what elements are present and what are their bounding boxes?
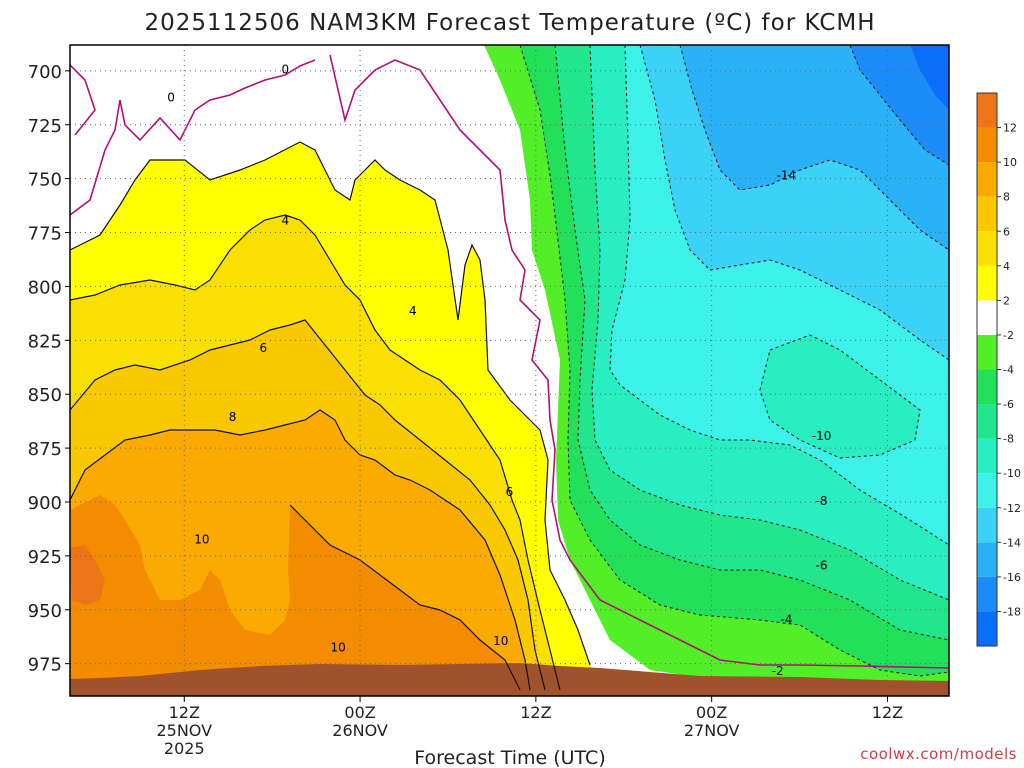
y-tick-label: 750 bbox=[28, 170, 62, 191]
colorbar-tick-label: -16 bbox=[1003, 571, 1021, 584]
y-tick-label: 975 bbox=[28, 655, 62, 676]
y-tick-label: 825 bbox=[28, 331, 62, 352]
band-10to12-region bbox=[70, 495, 520, 690]
colorbar-segment bbox=[977, 507, 997, 543]
contour-label: 10 bbox=[493, 634, 508, 648]
colorbar-segment bbox=[977, 265, 997, 301]
contour-label: -14 bbox=[777, 168, 797, 182]
y-tick-label: 925 bbox=[28, 547, 62, 568]
warm-isotherm-contours bbox=[70, 141, 591, 691]
x-tick-label: 27NOV bbox=[684, 721, 740, 740]
contour-label: -6 bbox=[816, 559, 828, 573]
credit-text: coolwx.com/models bbox=[860, 745, 1017, 763]
colorbar-tick-label: -10 bbox=[1003, 467, 1021, 480]
colorbar-tick-label: -14 bbox=[1003, 536, 1021, 549]
y-tick-label: 850 bbox=[28, 385, 62, 406]
contour-label: -2 bbox=[772, 664, 784, 678]
contour-label: 6 bbox=[260, 341, 268, 355]
x-tick-label: 12Z bbox=[169, 703, 200, 722]
contour-label: 6 bbox=[506, 485, 514, 499]
y-tick-label: 875 bbox=[28, 439, 62, 460]
contour-label: 8 bbox=[229, 410, 237, 424]
contour-labels: 0 0 4 4 6 8 10 10 10 6 -14 -10 -8 -6 -4 -2 bbox=[167, 63, 831, 678]
plot-area: 0 0 4 4 6 8 10 10 10 6 -14 -10 -8 -6 -4 -2 bbox=[70, 45, 949, 696]
contour-label: 0 bbox=[282, 63, 290, 77]
colorbar-tick-label: -4 bbox=[1003, 364, 1014, 377]
cold-isotherm-contours bbox=[519, 45, 949, 677]
freezing-line-lobe bbox=[70, 64, 96, 136]
contour-label: 4 bbox=[282, 214, 290, 228]
terrain-ground bbox=[70, 663, 949, 696]
grid-lines bbox=[70, 45, 949, 696]
y-tick-label: 775 bbox=[28, 224, 62, 245]
x-axis-label: Forecast Time (UTC) bbox=[414, 747, 605, 768]
colorbar-segment bbox=[977, 334, 997, 370]
colorbar-segment bbox=[977, 127, 997, 163]
y-tick-label: 900 bbox=[28, 493, 62, 514]
y-axis: 700 725 750 775 800 825 850 875 900 925 950 975 bbox=[28, 62, 70, 676]
x-tick-label: 26NOV bbox=[332, 721, 388, 740]
colorbar-segment bbox=[977, 369, 997, 405]
freezing-line-contour bbox=[70, 59, 316, 216]
colorbar-tick-label: 2 bbox=[1003, 294, 1010, 307]
y-tick-label: 950 bbox=[28, 601, 62, 622]
contour-label: 4 bbox=[409, 304, 417, 318]
plot-frame bbox=[69, 44, 950, 697]
y-tick-label: 700 bbox=[28, 62, 62, 83]
colorbar-segment bbox=[977, 438, 997, 474]
colorbar-tick-label: 6 bbox=[1003, 225, 1010, 238]
colorbar-tick-label: 4 bbox=[1003, 260, 1010, 273]
y-tick-label: 800 bbox=[28, 277, 62, 298]
x-tick-label: 12Z bbox=[872, 703, 903, 722]
band-12plus-region bbox=[70, 545, 105, 605]
chart-title: 2025112506 NAM3KM Forecast Temperature (… bbox=[144, 10, 875, 36]
band-minus8-pocket bbox=[760, 335, 920, 458]
colorbar-segment bbox=[977, 196, 997, 232]
colorbar-tick-label: 8 bbox=[1003, 191, 1010, 204]
contour-label: 0 bbox=[167, 91, 175, 105]
x-tick-label: 00Z bbox=[696, 703, 727, 722]
colorbar-segment bbox=[977, 576, 997, 612]
colorbar: -18 -16 -14 -12 -10 -8 -6 -4 -2 2 4 6 8 10 12 bbox=[976, 92, 1021, 647]
colorbar-tick-label: -12 bbox=[1003, 502, 1021, 515]
x-tick-label: 2025 bbox=[164, 739, 205, 758]
contour-label: -10 bbox=[812, 429, 832, 443]
colorbar-segment bbox=[977, 300, 997, 335]
x-tick-label: 25NOV bbox=[156, 721, 212, 740]
colorbar-segment bbox=[977, 162, 997, 197]
y-tick-label: 725 bbox=[28, 116, 62, 137]
x-tick-label: 12Z bbox=[520, 703, 551, 722]
colorbar-segment bbox=[977, 611, 997, 646]
colorbar-tick-label: -18 bbox=[1003, 605, 1021, 618]
colorbar-tick-label: 10 bbox=[1003, 156, 1017, 169]
contour-label: 10 bbox=[194, 533, 209, 547]
contour-label: -8 bbox=[816, 494, 828, 508]
colorbar-tick-label: 12 bbox=[1003, 122, 1017, 135]
colorbar-segment bbox=[977, 231, 997, 266]
colorbar-tick-label: -8 bbox=[1003, 433, 1014, 446]
colorbar-segment bbox=[977, 404, 997, 439]
contour-label: 10 bbox=[330, 640, 345, 654]
colorbar-segment bbox=[977, 473, 997, 508]
colorbar-tick-label: -6 bbox=[1003, 398, 1014, 411]
contour-label: -4 bbox=[780, 612, 792, 626]
band-minus18-region bbox=[910, 45, 949, 110]
colorbar-tick-label: -2 bbox=[1003, 329, 1014, 342]
colorbar-segment bbox=[977, 542, 997, 577]
x-tick-label: 00Z bbox=[344, 703, 375, 722]
colorbar-segment bbox=[977, 93, 997, 128]
